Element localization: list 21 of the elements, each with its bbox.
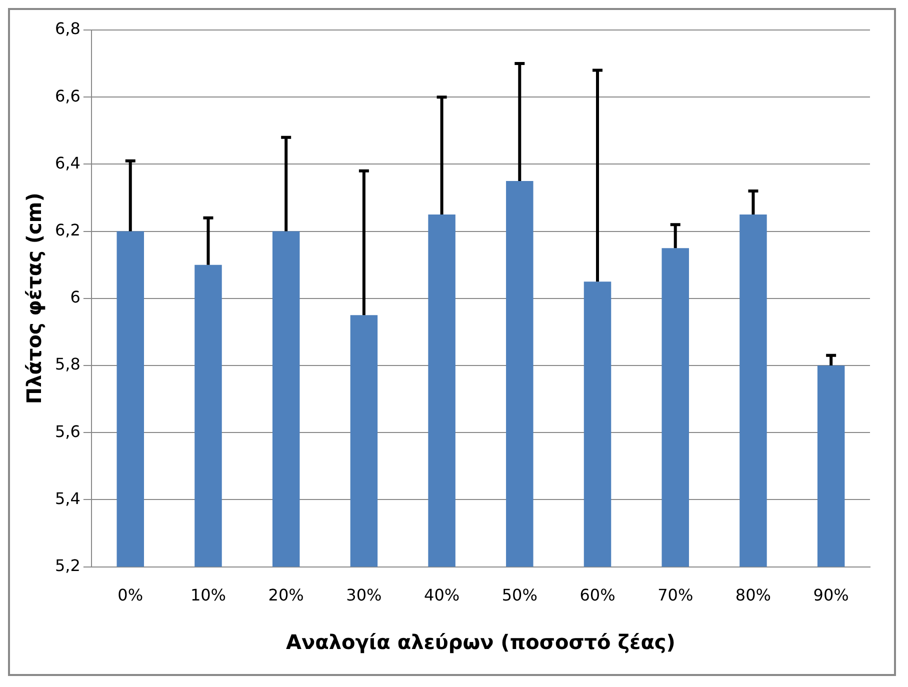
- x-tick-label: 10%: [190, 586, 226, 605]
- x-tick-label: 0%: [118, 586, 144, 605]
- x-tick-label: 90%: [813, 586, 849, 605]
- y-tick-label: 5,8: [54, 354, 80, 374]
- x-tick-label: 20%: [268, 586, 304, 605]
- y-tick-label: 6,2: [54, 220, 80, 240]
- x-tick-label: 80%: [735, 586, 771, 605]
- x-tick-label: 50%: [502, 586, 538, 605]
- y-axis-title: Πλάτος φέτας (cm): [22, 192, 46, 404]
- x-tick-label: 30%: [346, 586, 382, 605]
- y-tick-label: 6: [70, 288, 80, 307]
- x-tick-label: 40%: [424, 586, 460, 605]
- y-tick-label: 6,4: [54, 153, 80, 172]
- y-tick-label: 5,6: [54, 422, 80, 441]
- x-tick-label: 60%: [580, 586, 616, 605]
- y-tick-label: 5,4: [54, 488, 80, 508]
- x-axis-title: Αναλογία αλεύρων (ποσοστό ζέας): [286, 630, 676, 654]
- x-tick-label: 70%: [658, 586, 694, 605]
- y-tick-label: 6,8: [54, 19, 80, 38]
- y-tick-label: 5,2: [54, 556, 80, 575]
- y-tick-label: 6,6: [54, 86, 80, 106]
